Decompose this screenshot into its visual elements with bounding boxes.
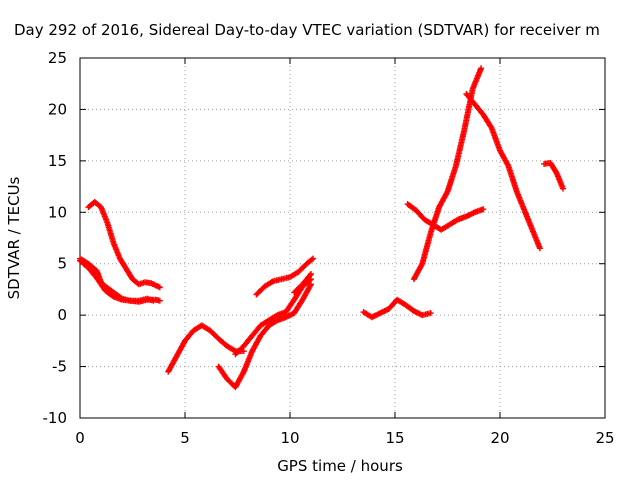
y-tick-label: 5 — [57, 255, 67, 273]
y-tick-label: 0 — [57, 306, 67, 324]
x-tick-label: 20 — [490, 429, 509, 447]
data-series — [463, 91, 543, 252]
data-series — [404, 201, 487, 233]
y-tick-label: 25 — [48, 49, 67, 67]
y-tick-label: 10 — [48, 203, 67, 221]
data-point — [308, 281, 314, 288]
x-axis-label: GPS time / hours — [277, 457, 403, 475]
grid-layer — [80, 58, 605, 418]
x-tick-label: 10 — [280, 429, 299, 447]
y-tick-label: 15 — [48, 152, 67, 170]
data-point — [480, 206, 487, 213]
y-tick-label: -10 — [43, 409, 68, 427]
data-point — [536, 245, 543, 252]
data-point — [308, 256, 315, 263]
plot-frame — [79, 57, 606, 419]
data-point — [306, 272, 313, 279]
data-point — [156, 297, 163, 304]
data-point — [560, 185, 566, 192]
data-series — [253, 255, 317, 298]
tick-layer: 0 5 10 15 20 25 -10 -5 0 5 10 15 20 25 — [43, 49, 615, 447]
y-tick-label: -5 — [52, 358, 67, 376]
x-tick-label: 15 — [385, 429, 404, 447]
data-series — [215, 281, 314, 391]
y-tick-label: 20 — [48, 100, 67, 118]
data-series — [165, 322, 247, 375]
data-series — [77, 255, 163, 305]
data-point — [156, 284, 163, 291]
data-point — [478, 65, 485, 72]
data-point — [427, 310, 434, 317]
chart-title: Day 292 of 2016, Sidereal Day-to-day VTE… — [14, 21, 600, 39]
data-point — [308, 271, 314, 277]
data-series — [360, 296, 434, 321]
data-point — [117, 294, 124, 301]
x-tick-label: 5 — [180, 429, 190, 447]
data-series — [410, 65, 485, 283]
data-series — [291, 271, 314, 296]
y-axis-label: SDTVAR / TECUs — [5, 176, 23, 299]
data-point — [310, 255, 317, 262]
data-marks — [77, 65, 566, 391]
x-tick-label: 25 — [595, 429, 614, 447]
data-series — [85, 199, 163, 291]
data-series — [541, 159, 566, 192]
data-series — [232, 276, 314, 358]
x-tick-label: 0 — [75, 429, 85, 447]
